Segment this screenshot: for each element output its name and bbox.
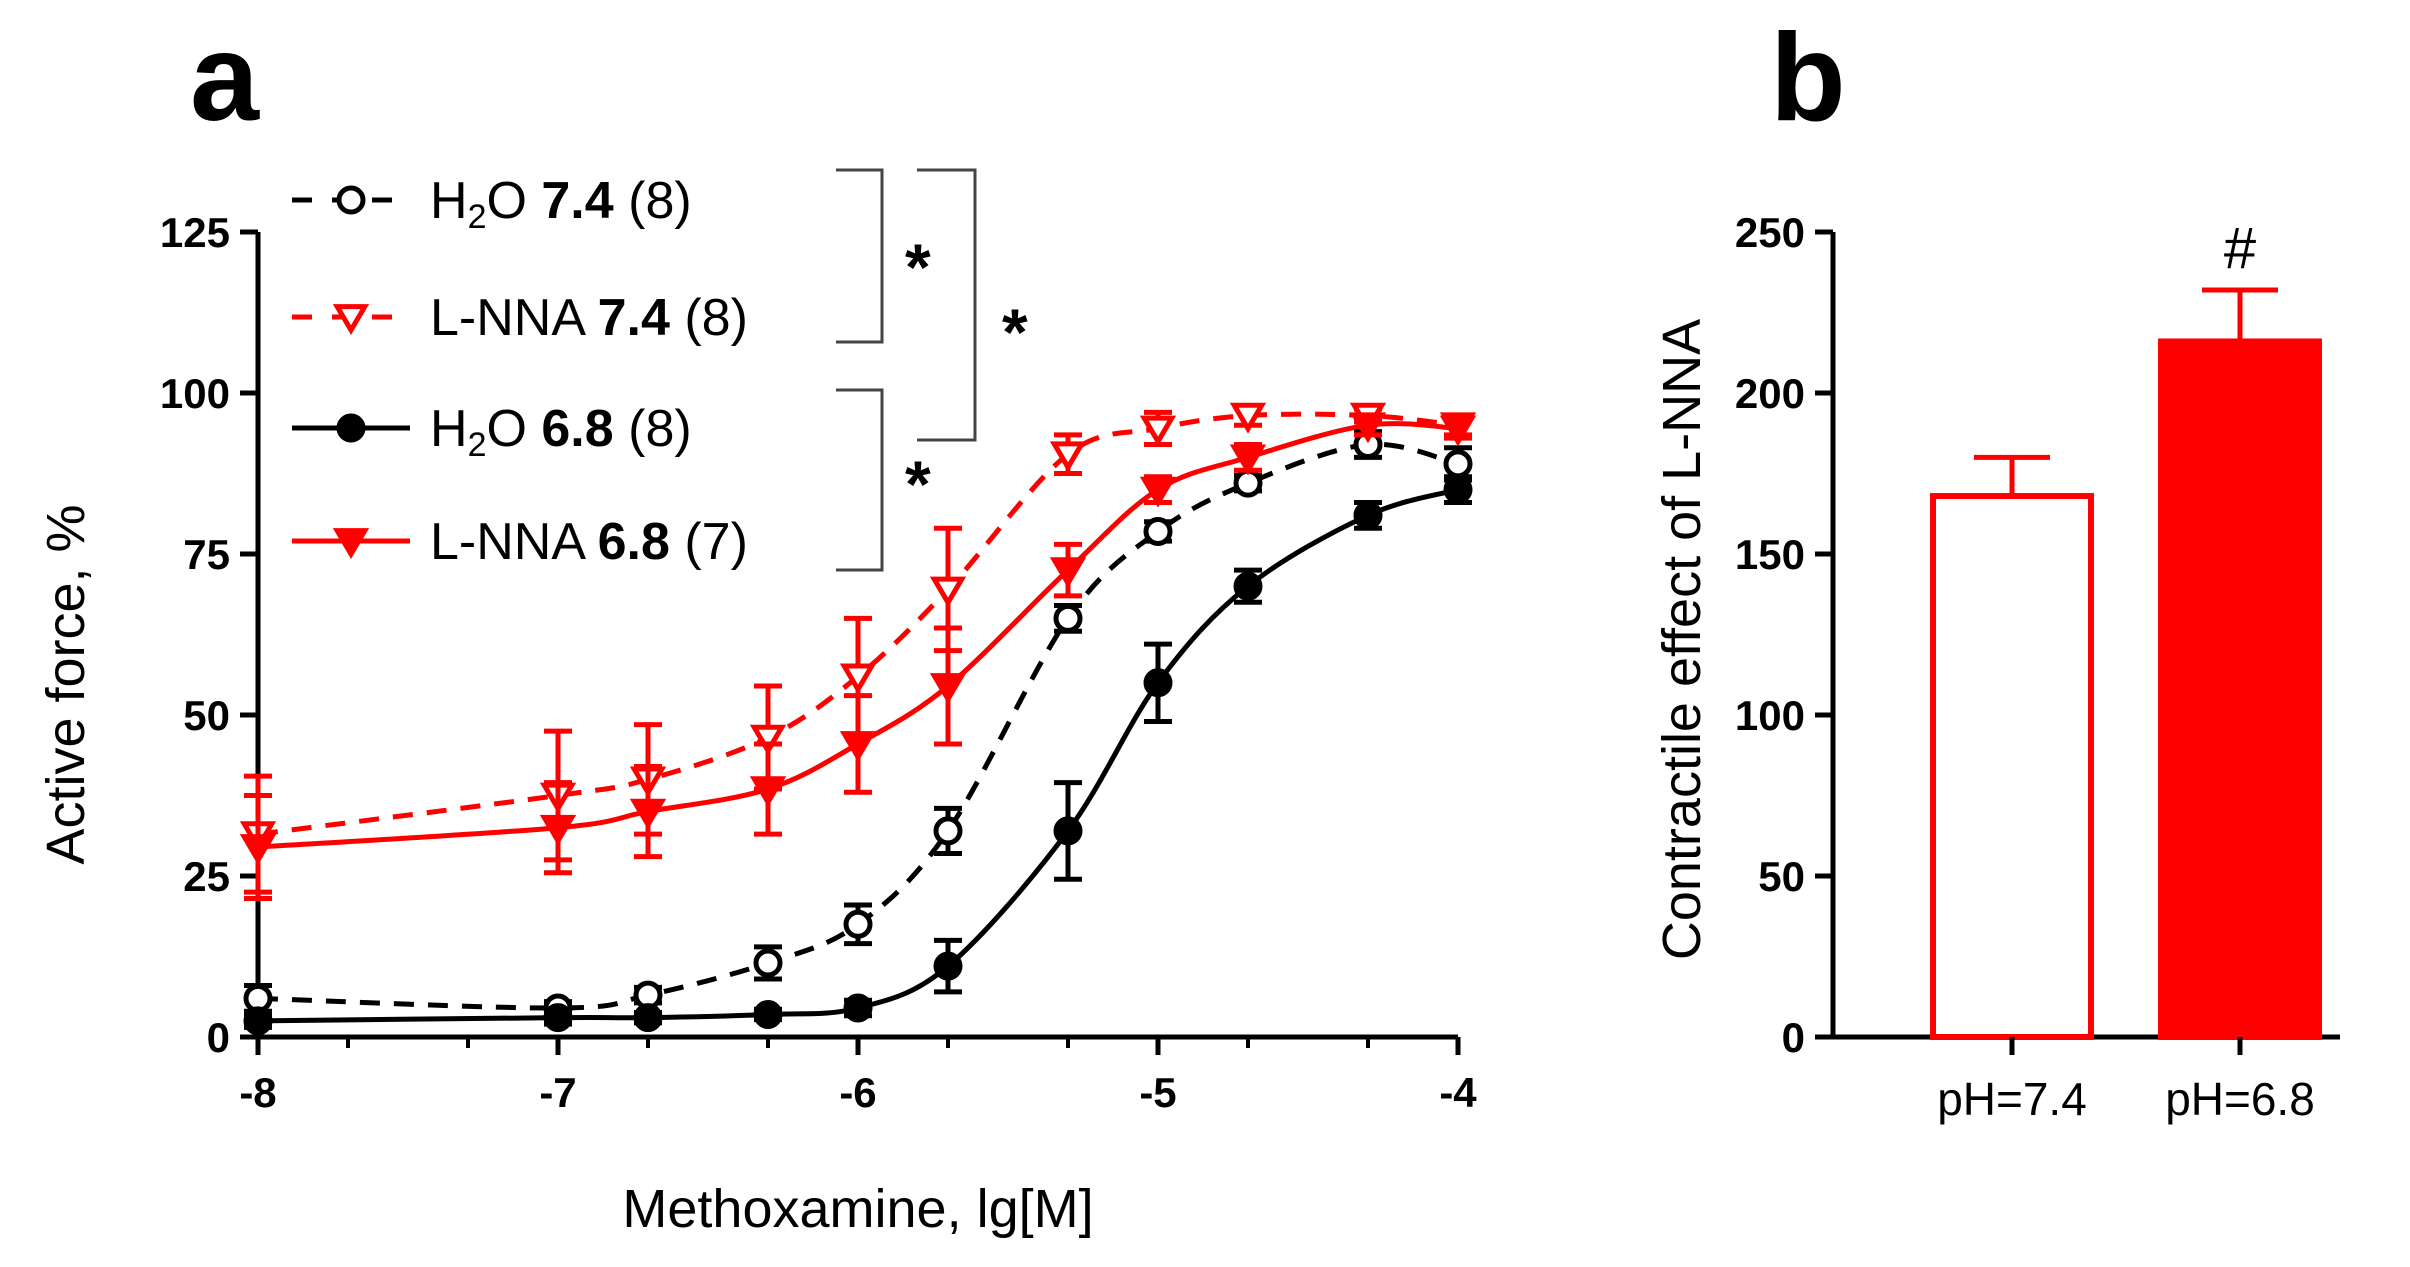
category-label: pH=7.4: [1937, 1073, 2087, 1125]
data-point: [753, 999, 783, 1029]
y-tick-label: 100: [1735, 692, 1805, 739]
data-point: [1229, 444, 1267, 476]
y-tick-label: 50: [1758, 853, 1805, 900]
significance-hash: #: [2224, 216, 2256, 281]
data-point: [929, 673, 967, 705]
y-tick-label: 75: [183, 531, 230, 578]
significance-star: *: [905, 230, 931, 304]
bar: [1930, 493, 2094, 1041]
x-tick-label: -5: [1139, 1069, 1176, 1116]
line-chart-axes: 0 25 50 75 100 125 -8 -7 -6 -5 -4 Methoxamine, lg[M…: [36, 209, 1477, 1239]
legend-item: H2O 6.8 (8): [292, 400, 692, 464]
bracket-outer: [917, 168, 977, 442]
x-tick-label: -7: [539, 1069, 576, 1116]
x-tick-label: -6: [839, 1069, 876, 1116]
data-point: [239, 834, 277, 866]
data-point: [1229, 402, 1267, 434]
legend-label: H2O 6.8 (8): [430, 400, 692, 464]
data-point: [1139, 476, 1177, 508]
significance-star: *: [905, 447, 931, 521]
y-tick-label: 50: [183, 692, 230, 739]
panel-label-a: a: [190, 9, 260, 147]
data-point: [1443, 449, 1473, 479]
y-tick-label: 200: [1735, 370, 1805, 417]
data-point: [749, 776, 787, 808]
legend-item: L-NNA 6.8 (7): [292, 513, 748, 571]
data-point: [1049, 557, 1087, 589]
data-point: [1053, 816, 1083, 846]
legend-marker: [336, 413, 366, 443]
legend-label: L-NNA 6.8 (7): [430, 513, 748, 571]
data-point: [843, 993, 873, 1023]
data-point: [243, 1006, 273, 1036]
bracket-7-4: [836, 168, 884, 344]
data-point: [1233, 571, 1263, 601]
panel-label-b: b: [1770, 9, 1846, 147]
data-point: [753, 948, 783, 978]
y-tick-label: 100: [160, 370, 230, 417]
bracket-6-8: [836, 388, 884, 572]
bar-chart-panel-b: 0 50 100 150 200 250 Contractile effect of L-N…: [1652, 209, 2340, 1125]
x-axis-title: Methoxamine, lg[M]: [622, 1179, 1093, 1239]
data-point: [1349, 412, 1387, 444]
series-l-nna-7-4-8-: [239, 402, 1477, 895]
bar: [2158, 338, 2322, 1041]
x-tick-label: -4: [1439, 1069, 1477, 1116]
data-point: [1139, 415, 1177, 447]
data-point: [1049, 441, 1087, 473]
y-axis-title: Contractile effect of L-NNA: [1652, 319, 1712, 960]
data-point: [1353, 500, 1383, 530]
category-label: pH=6.8: [2165, 1073, 2315, 1125]
legend-marker: [332, 528, 370, 560]
y-tick-label: 25: [183, 853, 230, 900]
series-h2o-6-8-8-: [243, 474, 1473, 1036]
bar-chart-axes: 0 50 100 150 200 250 Contractile effect of L-N…: [1652, 209, 2340, 1061]
data-point: [1143, 668, 1173, 698]
y-tick-label: 0: [207, 1014, 230, 1061]
legend-marker: [336, 185, 366, 215]
legend-item: L-NNA 7.4 (8): [292, 289, 748, 347]
x-tick-label: -8: [239, 1069, 276, 1116]
legend-marker: [332, 304, 370, 336]
data-point: [633, 1003, 663, 1033]
data-point: [1053, 603, 1083, 633]
legend-label: L-NNA 7.4 (8): [430, 289, 748, 347]
y-tick-label: 125: [160, 209, 230, 256]
significance-brackets: * * *: [836, 168, 1028, 572]
data-point: [929, 576, 967, 608]
bar-chart-bars: pH=7.4 pH=6.8 #: [1930, 216, 2322, 1125]
bar-group: pH=7.4: [1930, 454, 2094, 1125]
series-l-nna-6-8-7-: [239, 412, 1477, 902]
y-axis-title: Active force, %: [36, 504, 96, 864]
data-point: [539, 814, 577, 846]
data-point: [933, 816, 963, 846]
y-tick-label: 250: [1735, 209, 1805, 256]
data-point: [933, 951, 963, 981]
line-chart-legend: H2O 7.4 (8) L-NNA 7.4 (8) H2O 6.8 (8) L-NNA…: [292, 172, 748, 571]
significance-star: *: [1002, 295, 1028, 369]
bar-group: pH=6.8 #: [2158, 216, 2322, 1125]
data-point: [629, 798, 667, 830]
legend-item: H2O 7.4 (8): [292, 172, 692, 236]
line-chart-panel-a: 0 25 50 75 100 125 -8 -7 -6 -5 -4 Methoxamine, lg[M…: [36, 168, 1477, 1239]
data-point: [1443, 475, 1473, 505]
data-point: [543, 1003, 573, 1033]
series-line: [257, 421, 1459, 850]
legend-label: H2O 7.4 (8): [430, 172, 692, 236]
line-chart-series-group: [239, 402, 1477, 1036]
y-tick-label: 150: [1735, 531, 1805, 578]
data-point: [749, 724, 787, 756]
data-point: [839, 731, 877, 763]
data-point: [1143, 516, 1173, 546]
y-tick-label: 0: [1782, 1014, 1805, 1061]
data-point: [839, 663, 877, 695]
data-point: [1439, 415, 1477, 447]
data-point: [843, 909, 873, 939]
